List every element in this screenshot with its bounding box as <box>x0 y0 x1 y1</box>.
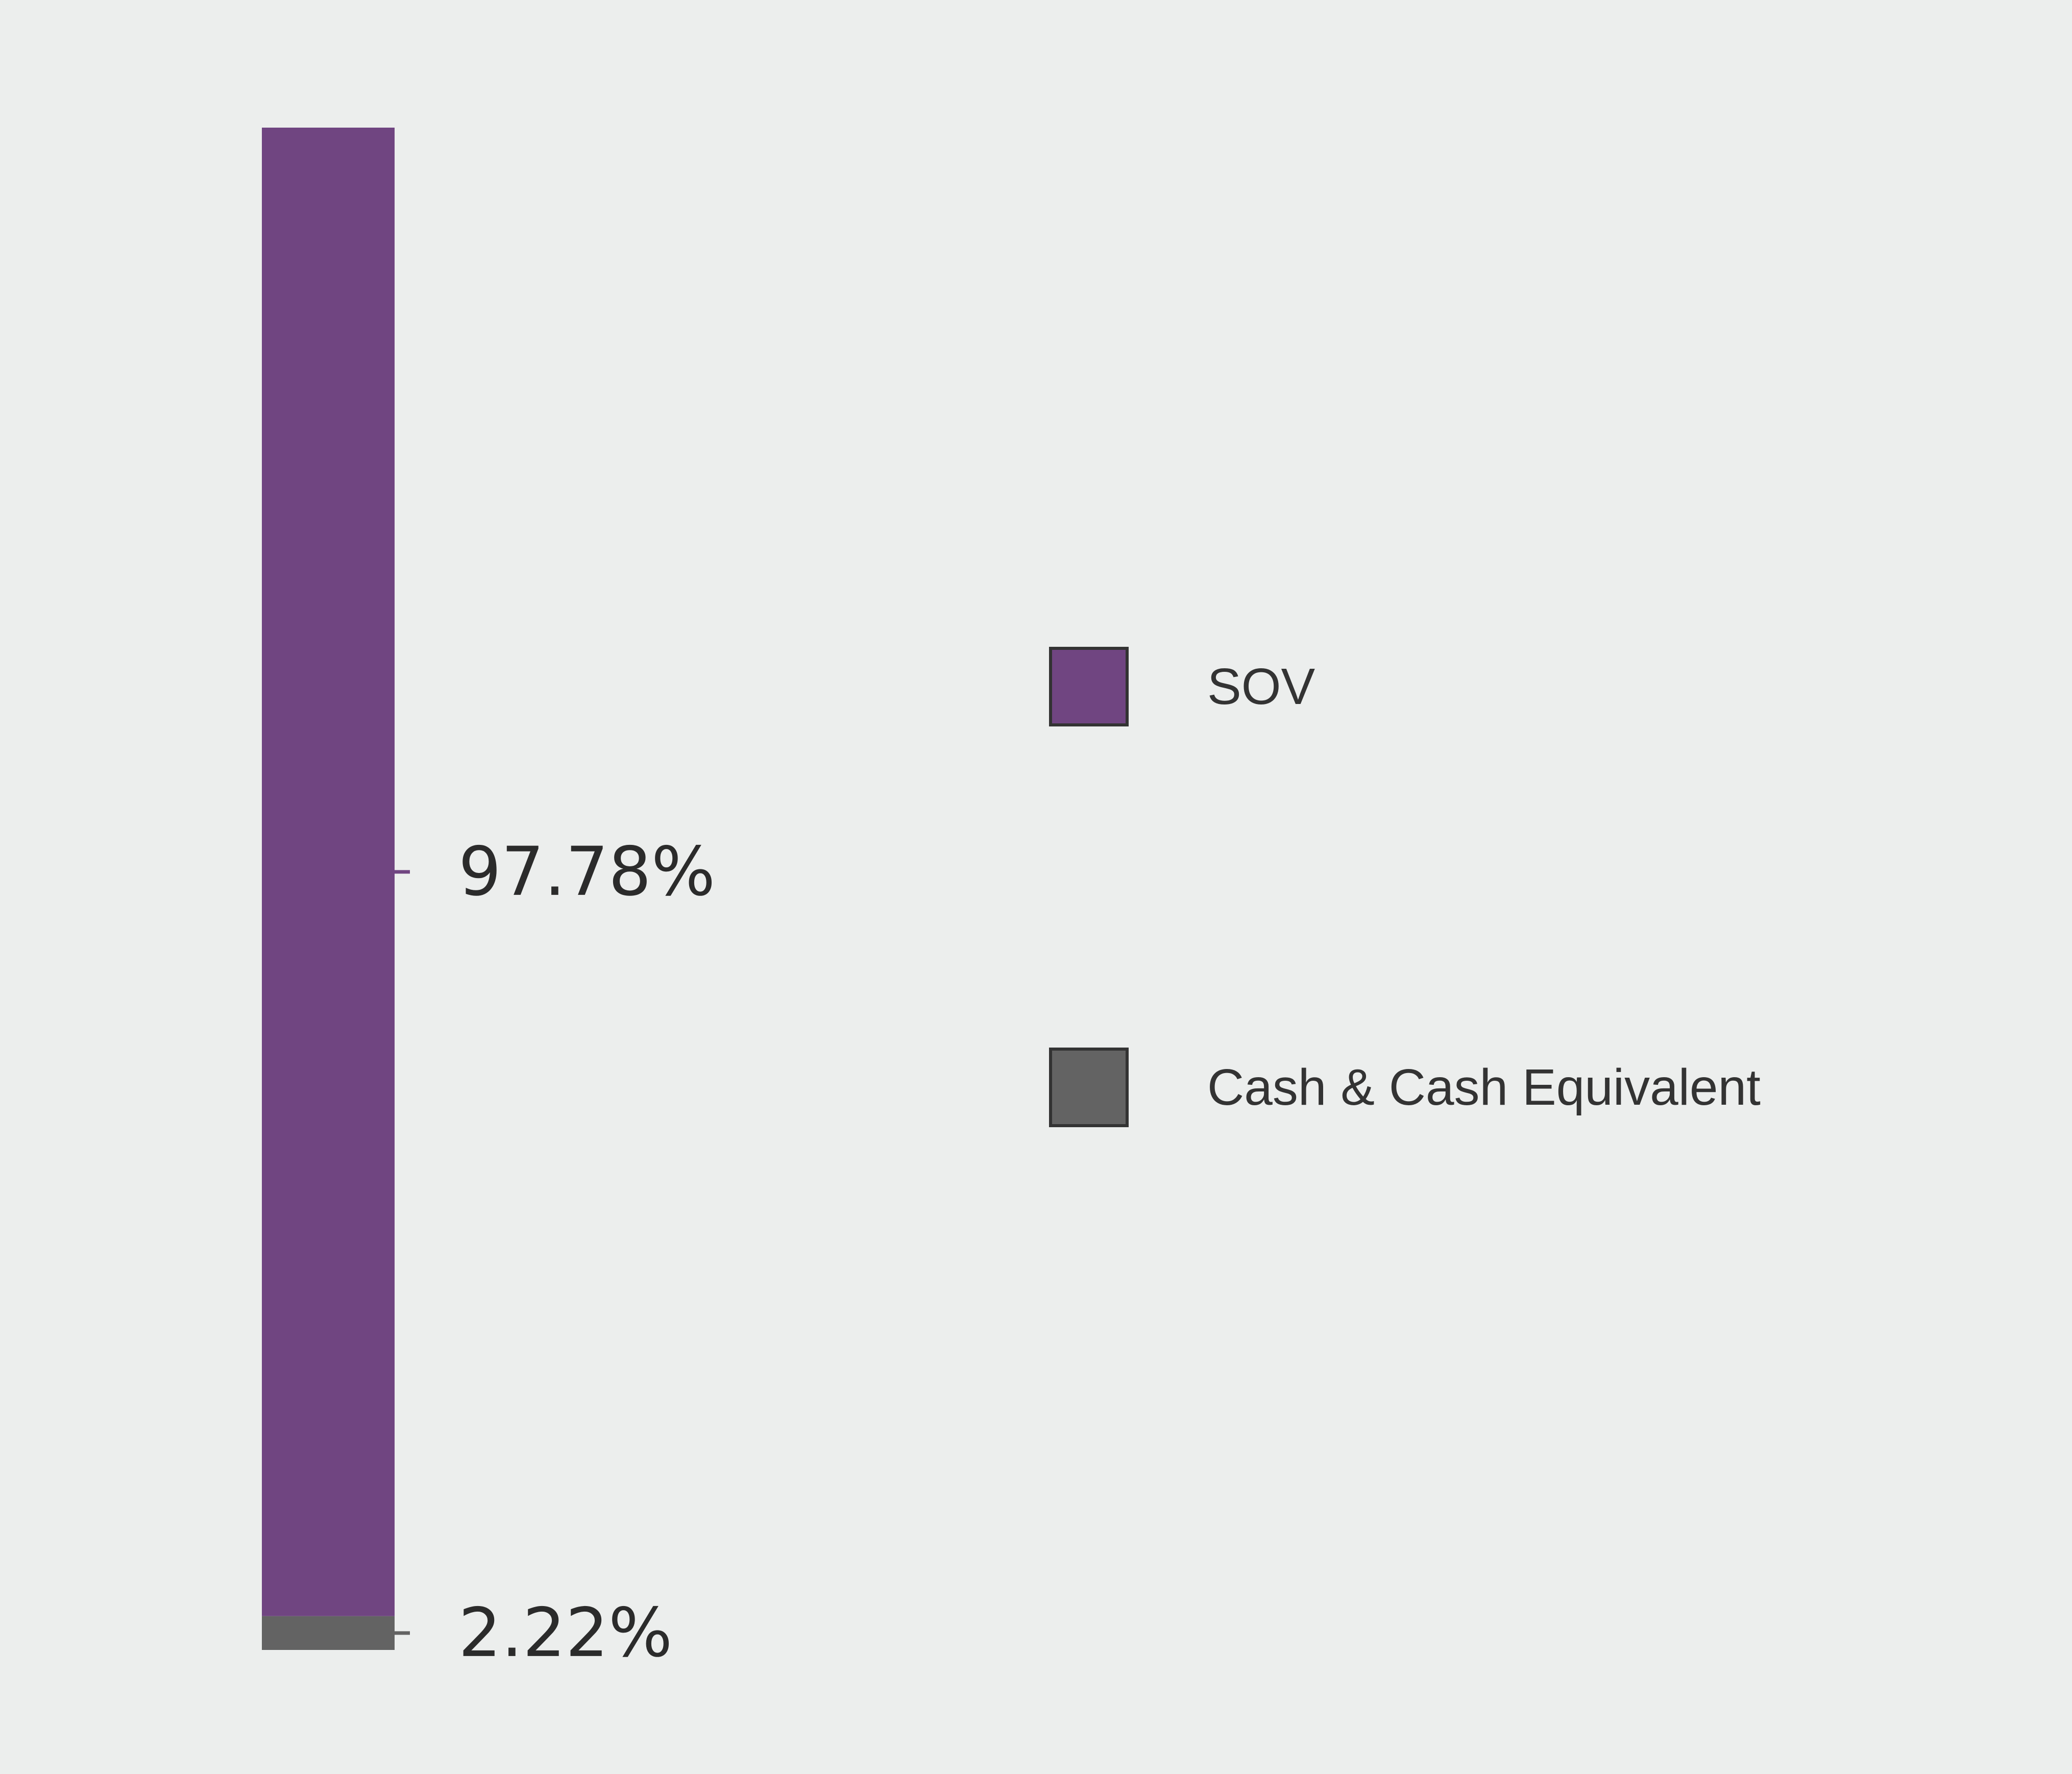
bar-segment-sov <box>262 128 395 1616</box>
data-label-cash-cash-equivalent: 2.22% <box>458 1594 672 1672</box>
legend-swatch-sov <box>1049 647 1129 726</box>
legend-label-cash-cash-equivalent: Cash & Cash Equivalent <box>1207 1059 1761 1116</box>
legend-swatch-cash-cash-equivalent <box>1049 1048 1129 1127</box>
data-label-sov: 97.78% <box>458 833 715 911</box>
legend-label-sov: SOV <box>1207 658 1315 715</box>
bar-segment-cash-cash-equivalent <box>262 1616 395 1650</box>
